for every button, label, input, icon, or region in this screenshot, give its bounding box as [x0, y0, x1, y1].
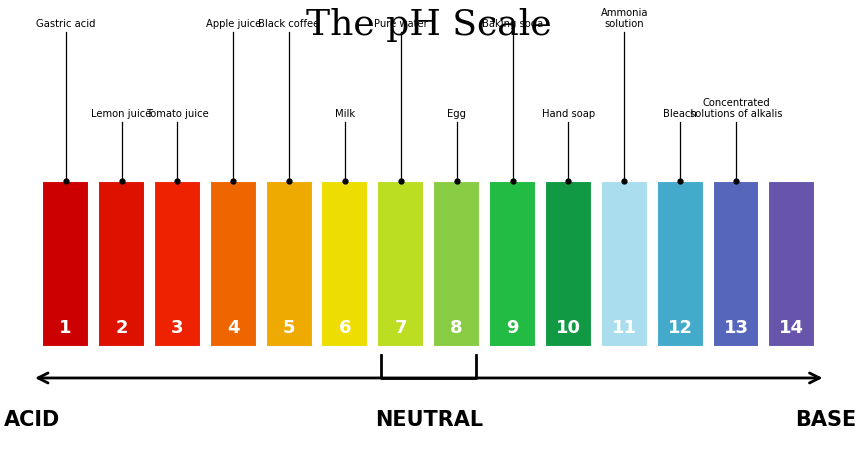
Text: 10: 10 [556, 319, 581, 337]
Bar [433, 181, 480, 347]
Text: Hand soap: Hand soap [542, 109, 595, 119]
Text: 2: 2 [115, 319, 128, 337]
Text: 6: 6 [339, 319, 351, 337]
Bar [210, 181, 256, 347]
Bar [154, 181, 201, 347]
Text: NEUTRAL: NEUTRAL [375, 409, 482, 429]
Bar [601, 181, 648, 347]
Text: Gastric acid: Gastric acid [36, 19, 95, 29]
Text: 14: 14 [779, 319, 804, 337]
Text: 11: 11 [611, 319, 636, 337]
Text: 3: 3 [171, 319, 184, 337]
Text: 8: 8 [451, 319, 463, 337]
Text: 1: 1 [59, 319, 72, 337]
Bar [98, 181, 145, 347]
Text: Baking soda: Baking soda [482, 19, 544, 29]
Text: 7: 7 [395, 319, 407, 337]
Text: Lemon juice: Lemon juice [91, 109, 151, 119]
Text: 9: 9 [507, 319, 519, 337]
Bar [378, 181, 424, 347]
Text: Egg: Egg [447, 109, 466, 119]
Bar [42, 181, 89, 347]
Text: 13: 13 [723, 319, 748, 337]
Text: Pure water: Pure water [374, 19, 427, 29]
Text: Bleach: Bleach [663, 109, 697, 119]
Bar [545, 181, 592, 347]
Bar [768, 181, 815, 347]
Text: Ammonia
solution: Ammonia solution [600, 8, 648, 29]
Text: ACID: ACID [4, 409, 60, 429]
Text: BASE: BASE [795, 409, 856, 429]
Bar [489, 181, 536, 347]
Text: The pH Scale: The pH Scale [306, 8, 551, 42]
Bar [657, 181, 703, 347]
Text: Apple juice: Apple juice [206, 19, 261, 29]
Text: Tomato juice: Tomato juice [146, 109, 209, 119]
Bar [266, 181, 312, 347]
Text: 4: 4 [227, 319, 239, 337]
Bar [322, 181, 368, 347]
Text: Milk: Milk [335, 109, 355, 119]
Text: 5: 5 [283, 319, 295, 337]
Text: Black coffee: Black coffee [259, 19, 320, 29]
Text: Concentrated
solutions of alkalis: Concentrated solutions of alkalis [690, 97, 783, 119]
Bar [713, 181, 759, 347]
Text: 12: 12 [667, 319, 692, 337]
